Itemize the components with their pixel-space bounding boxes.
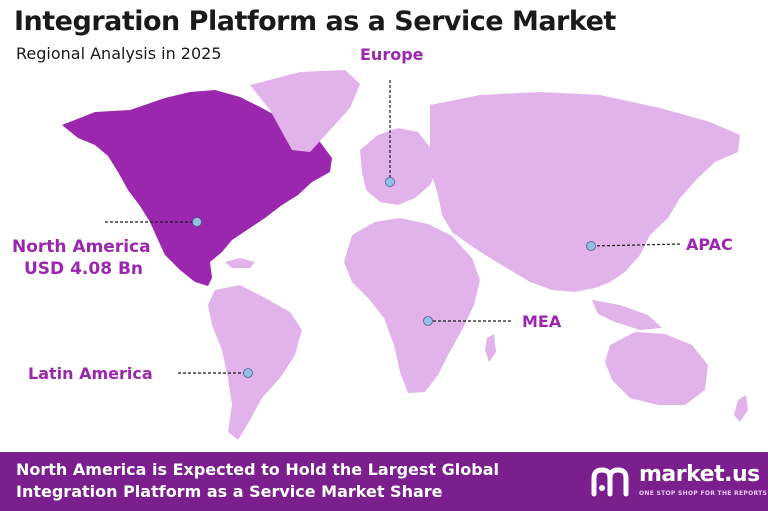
new-zealand-region — [734, 395, 748, 422]
page-title: Integration Platform as a Service Market — [14, 6, 616, 37]
caribbean-region — [225, 258, 255, 268]
latin-america-region — [208, 285, 302, 440]
world-map — [62, 70, 748, 440]
footer-line-1: North America is Expected to Hold the La… — [16, 460, 499, 479]
europe-region — [360, 128, 438, 205]
apac-label: APAC — [686, 235, 733, 254]
australia-region — [605, 332, 708, 405]
europe-marker — [385, 177, 395, 187]
apac-marker — [586, 241, 596, 251]
madagascar-region — [485, 334, 496, 362]
north-america-region — [62, 90, 332, 286]
europe-label: Europe — [360, 45, 424, 64]
greenland-region — [250, 70, 360, 152]
brand-name: market.us — [639, 462, 760, 487]
latin-america-label: Latin America — [28, 364, 153, 383]
apac-connector — [591, 243, 683, 247]
mea-marker — [423, 316, 433, 326]
footer-banner: North America is Expected to Hold the La… — [0, 452, 768, 511]
market-us-logo-icon — [591, 467, 629, 497]
north-america-label: North America — [12, 237, 151, 257]
footer-line-2: Integration Platform as a Service Market… — [16, 482, 443, 501]
page-subtitle: Regional Analysis in 2025 — [16, 44, 222, 63]
asia-region — [430, 92, 740, 292]
brand-tagline: ONE STOP SHOP FOR THE REPORTS — [639, 490, 768, 497]
mea-label: MEA — [522, 312, 562, 331]
footer-text: North America is Expected to Hold the La… — [16, 459, 536, 503]
africa-region — [344, 218, 480, 393]
north-america-value: USD 4.08 Bn — [24, 259, 143, 279]
latin-america-marker — [243, 368, 253, 378]
southeast-asia-region — [592, 300, 662, 330]
north-america-marker — [192, 217, 202, 227]
